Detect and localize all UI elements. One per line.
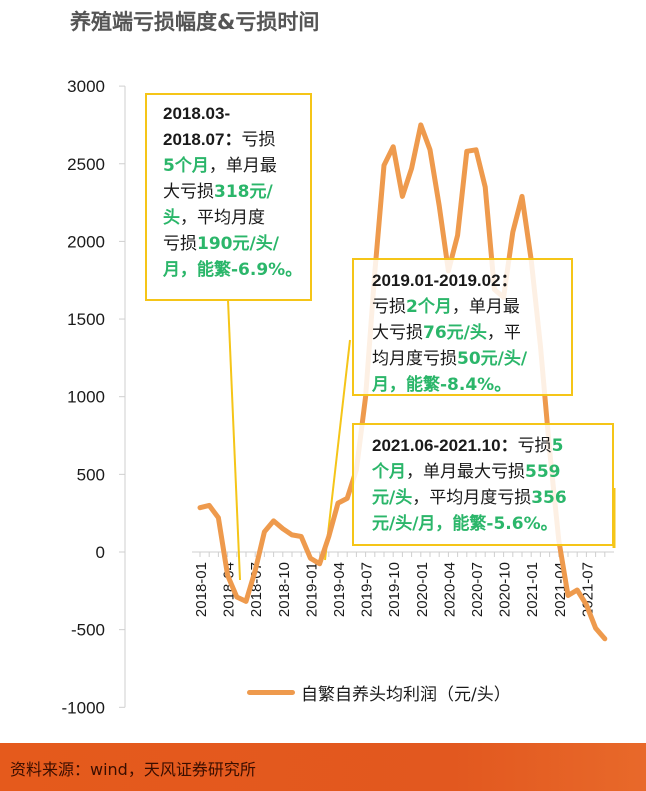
callout-2018: 2018.03- 2018.07：亏损 5个月，单月最 大亏损318元/ 头，平… xyxy=(145,93,312,301)
x-tick-label: 2018-10 xyxy=(276,562,293,617)
x-axis: 2018-01 2018-04 2018-07 2018-10 2019-01 2019-… xyxy=(192,551,614,617)
x-tick-label: 2020-01 xyxy=(414,562,431,617)
callout-pointers xyxy=(227,299,616,581)
chart-legend: 自繁自养头均利润（元/头） xyxy=(247,680,511,705)
y-tick-label: 2500 xyxy=(67,155,105,174)
legend-label: 自繁自养头均利润（元/头） xyxy=(301,685,511,705)
y-tick-label: 500 xyxy=(77,465,105,484)
legend-line-swatch xyxy=(247,690,295,695)
x-tick-label: 2019-04 xyxy=(331,562,348,617)
x-tick-label: 2018-04 xyxy=(221,562,238,617)
x-tick-label: 2018-01 xyxy=(193,562,210,617)
source-text: 资料来源：wind，天风证券研究所 xyxy=(10,760,256,779)
y-tick-label: 1500 xyxy=(67,310,105,329)
x-tick-label: 2020-07 xyxy=(469,562,486,617)
y-axis: 3000 2500 2000 1500 1000 500 0 -500 -1000 xyxy=(62,77,126,717)
y-tick-label: -1000 xyxy=(62,698,105,717)
x-tick-label: 2019-07 xyxy=(359,562,376,617)
y-tick-label: 3000 xyxy=(67,77,105,96)
x-tick-label: 2021-01 xyxy=(524,562,541,617)
y-tick-label: 0 xyxy=(96,543,105,562)
callout-2021: 2021.06-2021.10：亏损5 个月，单月最大亏损559 元/头，平均月… xyxy=(352,423,614,546)
y-tick-label: 1000 xyxy=(67,388,105,407)
y-tick-label: -500 xyxy=(71,621,105,640)
source-footer: 资料来源：wind，天风证券研究所 xyxy=(0,743,646,791)
chart-title: 养殖端亏损幅度&亏损时间 xyxy=(70,10,320,34)
y-tick-label: 2000 xyxy=(67,232,105,251)
x-tick-label: 2020-04 xyxy=(441,562,458,617)
x-tick-label: 2019-01 xyxy=(303,562,320,617)
callout-2019: 2019.01-2019.02： 亏损2个月，单月最 大亏损76元/头，平 均月… xyxy=(352,258,573,396)
x-tick-label: 2020-10 xyxy=(497,562,514,617)
x-tick-label: 2019-10 xyxy=(386,562,403,617)
